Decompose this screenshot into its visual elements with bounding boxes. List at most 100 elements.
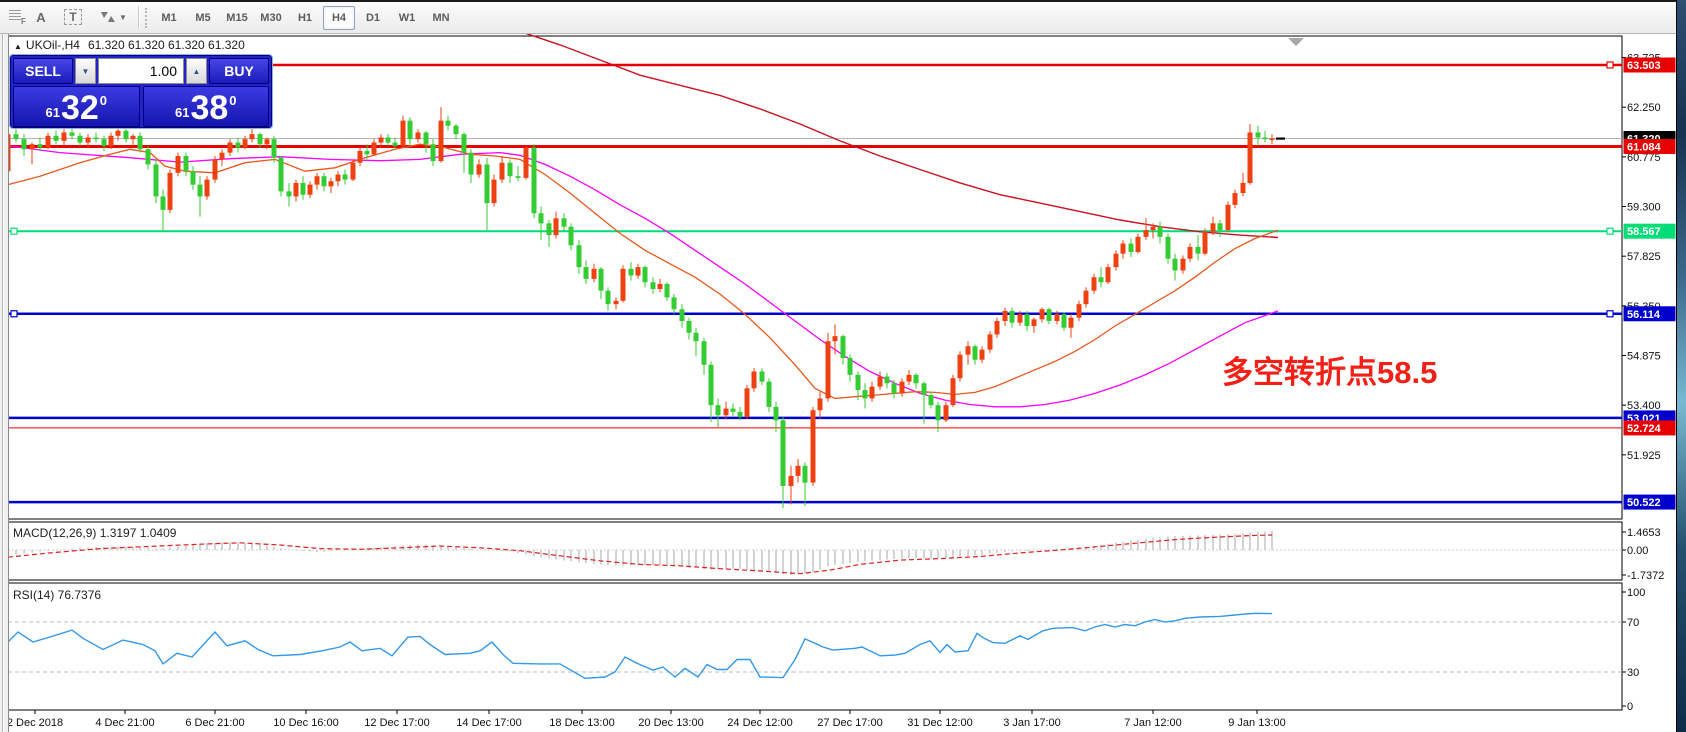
lot-increase-button[interactable]: ▲ bbox=[186, 58, 207, 84]
candle-body bbox=[766, 381, 772, 407]
candle-body bbox=[197, 184, 203, 197]
timeframe-button-m1[interactable]: M1 bbox=[161, 12, 177, 24]
candle-body bbox=[77, 135, 83, 143]
candle-body bbox=[855, 374, 861, 391]
candle-body bbox=[913, 374, 919, 384]
time-tick-label: 12 Dec 17:00 bbox=[364, 717, 429, 729]
candle-body bbox=[759, 371, 765, 382]
price-tag-bg bbox=[1623, 138, 1676, 154]
candle-body bbox=[137, 135, 143, 150]
candle-body bbox=[321, 176, 327, 187]
candle-body bbox=[1210, 223, 1216, 232]
candle-body bbox=[1128, 243, 1134, 252]
candle-body bbox=[620, 268, 626, 301]
candle-body bbox=[591, 268, 597, 279]
candle-body bbox=[773, 406, 779, 421]
rsi-line bbox=[7, 612, 1273, 680]
candle-body bbox=[445, 120, 451, 126]
candle-body bbox=[400, 120, 406, 146]
line-handle[interactable] bbox=[1606, 310, 1614, 318]
toolbar-drag-handle[interactable] bbox=[145, 8, 150, 28]
price-level-lines[interactable] bbox=[8, 61, 1622, 504]
toolbar-separator bbox=[138, 6, 139, 29]
candle-body bbox=[1269, 138, 1275, 140]
candle-body bbox=[476, 164, 482, 175]
line-handle[interactable] bbox=[1606, 61, 1614, 69]
time-tick-label: 2 Dec 2018 bbox=[7, 717, 63, 729]
time-tick-label: 6 Dec 21:00 bbox=[185, 717, 244, 729]
candle-body bbox=[484, 164, 490, 204]
candle-body bbox=[342, 174, 348, 180]
candle-body bbox=[61, 132, 67, 141]
sell-price-pip: 0 bbox=[99, 93, 108, 108]
timeframe-button-m15[interactable]: M15 bbox=[226, 12, 248, 24]
text-box-icon[interactable]: T bbox=[60, 7, 86, 27]
chart-scroll-marker-icon[interactable] bbox=[1288, 38, 1304, 46]
timeframe-button-d1[interactable]: D1 bbox=[365, 12, 381, 24]
buy-price-button[interactable]: 61 38 0 bbox=[142, 86, 269, 127]
price-tick-label: 53.400 bbox=[1627, 400, 1661, 412]
line-handle[interactable] bbox=[1606, 227, 1614, 235]
candle-body bbox=[1187, 246, 1193, 259]
time-tick-label: 14 Dec 17:00 bbox=[456, 717, 521, 729]
candle-body bbox=[613, 300, 619, 305]
candle-body bbox=[249, 134, 255, 140]
lot-decrease-button[interactable]: ▼ bbox=[75, 58, 96, 84]
candle-body bbox=[257, 134, 263, 145]
candle-body bbox=[1105, 267, 1111, 283]
time-tick-label: 10 Dec 16:00 bbox=[273, 717, 338, 729]
text-label-icon[interactable]: A bbox=[36, 9, 46, 25]
rsi-pane[interactable] bbox=[7, 582, 1623, 711]
candle-body bbox=[1157, 226, 1163, 237]
time-tick-label: 31 Dec 12:00 bbox=[907, 717, 972, 729]
expert-grid-icon[interactable]: F bbox=[6, 7, 30, 27]
candle-body bbox=[899, 381, 905, 394]
candle-body bbox=[553, 218, 559, 236]
sell-price-button[interactable]: 61 32 0 bbox=[13, 86, 140, 127]
candle-body bbox=[37, 144, 43, 148]
timeframe-buttons: M1 M5 M15 M30 H1 H4 D1 W1 MN bbox=[152, 5, 458, 31]
candle-body bbox=[1061, 314, 1067, 328]
macd-pane[interactable] bbox=[7, 521, 1623, 581]
candle-body bbox=[461, 134, 467, 153]
candle-body bbox=[737, 411, 743, 417]
candle-body bbox=[53, 135, 59, 141]
candle-body bbox=[928, 395, 934, 406]
candle-body bbox=[679, 309, 685, 321]
candles bbox=[5, 107, 1285, 508]
candle-body bbox=[29, 144, 35, 150]
lot-size-input[interactable]: 1.00 bbox=[98, 58, 184, 84]
candle-body bbox=[219, 152, 225, 160]
timeframe-button-m5[interactable]: M5 bbox=[195, 12, 211, 24]
candle-body bbox=[235, 142, 241, 148]
line-handle[interactable] bbox=[10, 310, 18, 318]
timeframe-button-w1[interactable]: W1 bbox=[398, 12, 416, 24]
cursor-tools-icon[interactable]: ▼ bbox=[96, 7, 130, 27]
line-handle[interactable] bbox=[10, 227, 18, 235]
candle-body bbox=[1195, 246, 1201, 254]
timeframe-button-mn[interactable]: MN bbox=[432, 12, 450, 24]
candle-body bbox=[780, 420, 786, 486]
candle-body bbox=[788, 475, 794, 486]
candle-body bbox=[1262, 137, 1268, 140]
sell-button[interactable]: SELL bbox=[13, 58, 73, 84]
timeframe-button-h4[interactable]: H4 bbox=[323, 6, 355, 30]
candle-body bbox=[877, 376, 883, 387]
window-top-edge bbox=[0, 0, 1686, 2]
macd-label: MACD(12,26,9) 1.3197 1.0409 bbox=[13, 526, 177, 540]
timeframe-button-m30[interactable]: M30 bbox=[260, 12, 282, 24]
price-tag-label: 56.114 bbox=[1627, 309, 1661, 321]
buy-button[interactable]: BUY bbox=[209, 58, 269, 84]
candle-body bbox=[499, 162, 505, 180]
timeframe-button-h1[interactable]: H1 bbox=[297, 12, 313, 24]
candle-body bbox=[869, 386, 875, 399]
collapse-arrow-icon: ▲ bbox=[14, 42, 22, 51]
buy-price-prefix: 61 bbox=[174, 105, 190, 120]
price-tick-label: 62.250 bbox=[1627, 102, 1661, 114]
candle-body bbox=[568, 226, 574, 246]
candle-body bbox=[271, 139, 277, 158]
chart-annotation-text: 多空转折点58.5 bbox=[1222, 355, 1437, 390]
candle-body bbox=[730, 408, 736, 412]
candle-body bbox=[1068, 317, 1074, 328]
